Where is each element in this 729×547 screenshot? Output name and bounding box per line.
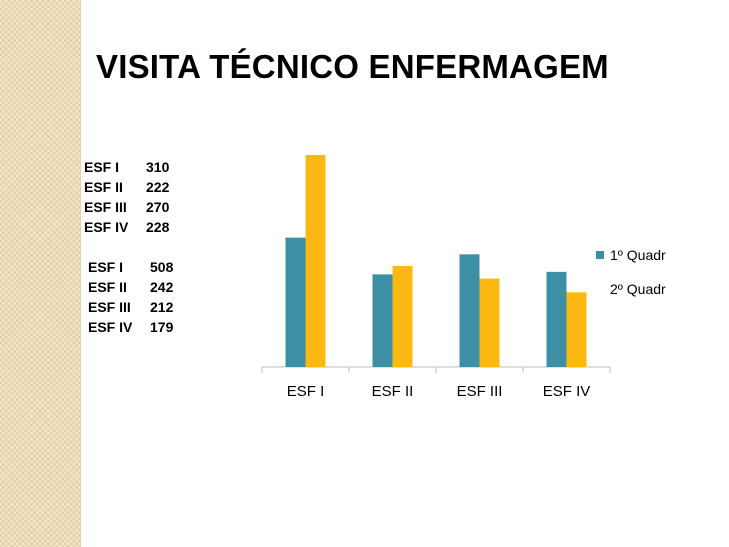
stats-label: ESF II (88, 279, 127, 295)
x-tick-label: ESF I (287, 383, 325, 400)
x-tick-label: ESF II (372, 383, 414, 400)
stats-value: 508 (150, 259, 174, 275)
stats-value: 310 (146, 159, 170, 175)
stats-value: 212 (150, 299, 174, 315)
stats-label: ESF III (84, 199, 127, 215)
legend-swatch (596, 251, 604, 259)
bar-2 (392, 266, 413, 367)
bar-2 (479, 278, 500, 367)
bar-1 (285, 237, 306, 367)
page-title: VISITA TÉCNICO ENFERMAGEM (96, 48, 609, 85)
stats-label: ESF I (88, 259, 124, 275)
x-tick-label: ESF IV (543, 383, 591, 400)
stats-label: ESF II (84, 179, 123, 195)
legend-label: 2º Quadr (610, 281, 666, 297)
stats-label: ESF I (84, 159, 120, 175)
stats-value: 179 (150, 319, 174, 335)
stats-label: ESF III (88, 299, 131, 315)
bar-1 (546, 271, 567, 367)
legend-label: 1º Quadr (610, 247, 666, 263)
x-tick-label: ESF III (457, 383, 503, 400)
bar-1 (372, 274, 393, 367)
stats-value: 270 (146, 199, 170, 215)
bar-2 (566, 292, 587, 367)
bar-2 (305, 155, 326, 367)
stats-label: ESF IV (84, 219, 129, 235)
stats-label: ESF IV (88, 319, 133, 335)
stats-value: 228 (146, 219, 170, 235)
stats-value: 242 (150, 279, 174, 295)
stats-value: 222 (146, 179, 170, 195)
decorative-side-strip (0, 0, 81, 547)
bar-1 (459, 254, 480, 367)
